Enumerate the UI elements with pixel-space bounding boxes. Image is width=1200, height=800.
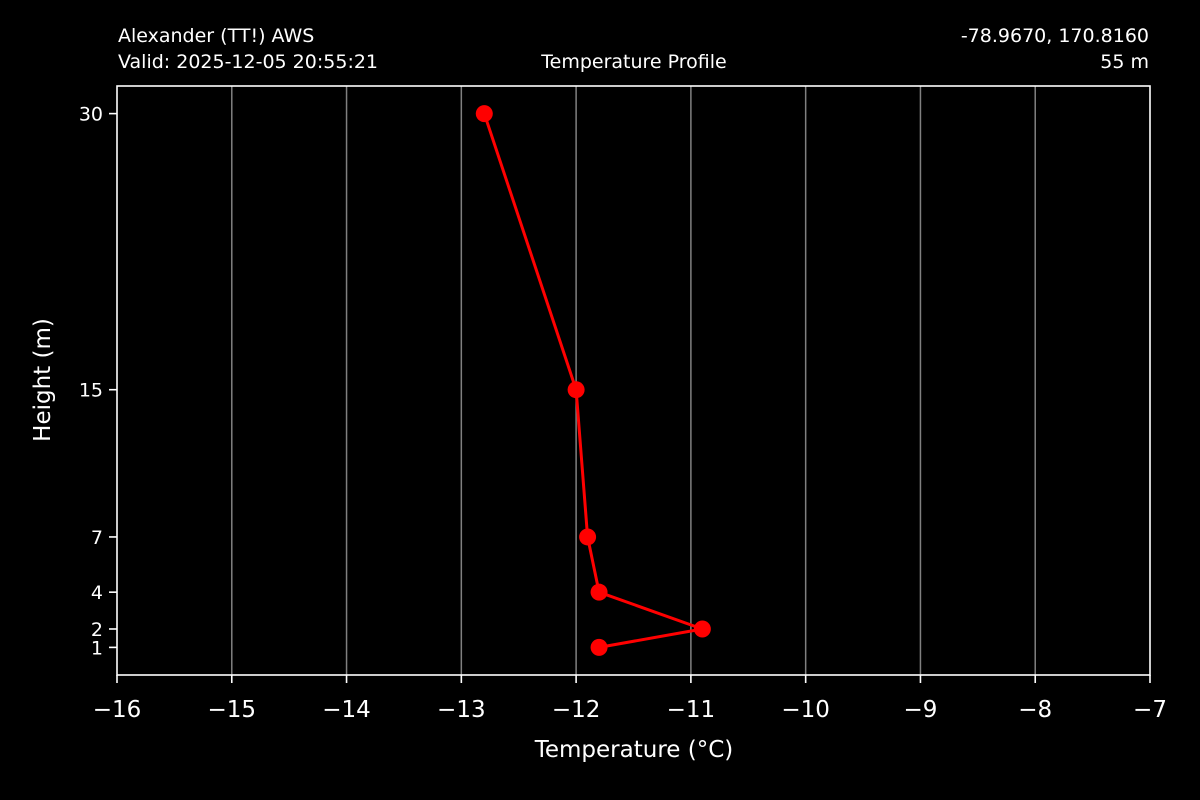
x-tick-label: −16: [93, 697, 142, 723]
x-tick-label: −13: [437, 697, 486, 723]
series-line: [482, 113, 704, 649]
y-tick-label: 15: [79, 380, 103, 402]
plot-frame: [116, 85, 1151, 676]
chart-title: Temperature Profile: [540, 51, 726, 73]
x-tick-label: −14: [322, 697, 371, 723]
x-tick-label: −10: [781, 697, 830, 723]
x-tick-label: −11: [667, 697, 716, 723]
x-tick-label: −15: [208, 697, 257, 723]
data-point: [590, 583, 608, 601]
station-name: Alexander (TT!) AWS: [118, 25, 314, 47]
data-point: [693, 620, 711, 638]
y-axis-label: Height (m): [30, 318, 56, 442]
y-tick-label: 1: [91, 637, 103, 659]
x-axis-label: Temperature (°C): [534, 737, 734, 763]
station-elevation: 55 m: [1100, 51, 1149, 73]
x-tick-label: −8: [1018, 697, 1052, 723]
station-coordinates: -78.9670, 170.8160: [961, 25, 1149, 47]
y-tick-label: 4: [91, 582, 103, 604]
x-tick-label: −12: [552, 697, 601, 723]
data-point: [475, 105, 493, 123]
x-axis: −16 −15 −14 −13 −12 −11 −10 −9 −8 −7: [93, 675, 1167, 723]
grid-lines: [231, 86, 1036, 675]
x-tick-label: −9: [903, 697, 937, 723]
data-point: [567, 381, 585, 399]
valid-time: Valid: 2025-12-05 20:55:21: [118, 51, 378, 73]
data-point: [579, 528, 597, 546]
x-tick-label: −7: [1133, 697, 1167, 723]
y-tick-label: 30: [79, 104, 103, 126]
y-tick-label: 2: [91, 619, 103, 641]
data-point: [590, 638, 608, 656]
series-temperature: [475, 105, 711, 656]
y-axis: 12 4 7 15 30: [79, 104, 117, 659]
y-tick-label: 7: [91, 527, 103, 549]
plot-area-frame: [116, 85, 1151, 676]
